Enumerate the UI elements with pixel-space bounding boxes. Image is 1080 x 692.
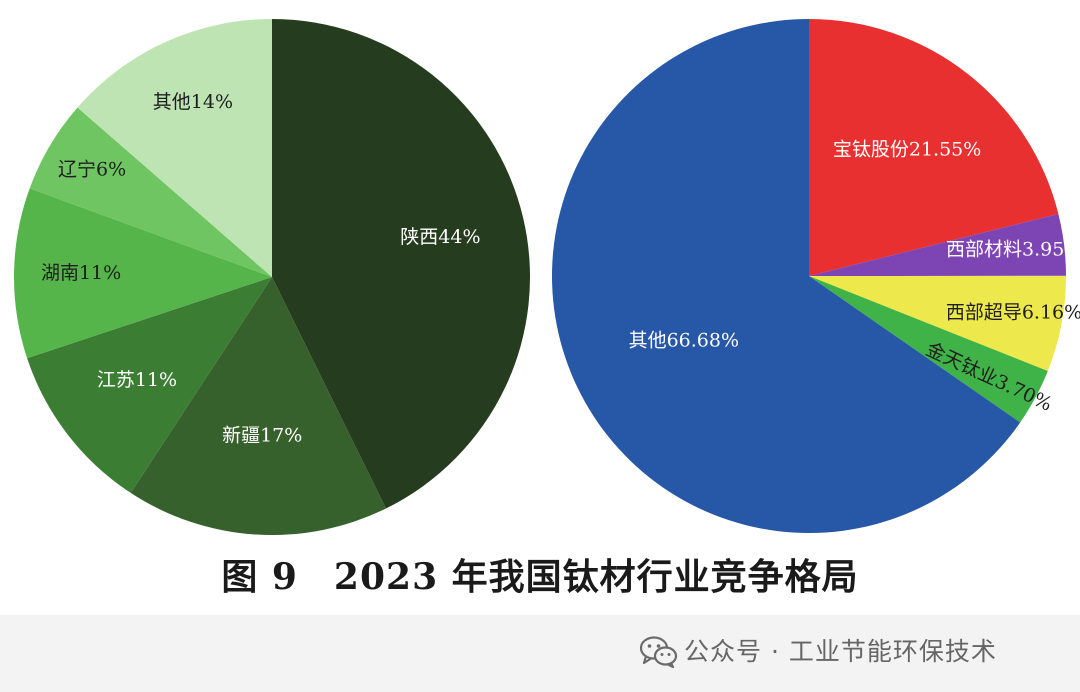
slice-label: 西部超导6.16% — [946, 302, 1080, 324]
pie-slice — [809, 276, 1048, 423]
slice-label: 湖南11% — [41, 262, 121, 284]
slice-label: 新疆17% — [222, 425, 302, 447]
pie-slice — [272, 19, 531, 509]
pie-slice — [27, 277, 273, 493]
slice-label: 其他14% — [153, 91, 233, 113]
pie-slice — [29, 107, 273, 277]
slice-label: 辽宁6% — [58, 159, 126, 181]
slice-label: 西部材料3.95% — [946, 238, 1080, 260]
pie-slice — [809, 275, 1066, 372]
slice-label: 其他66.68% — [629, 330, 739, 352]
pie-slice — [809, 213, 1066, 276]
footer-account-name: 公众号 · 工业节能环保技术 — [684, 637, 997, 666]
pie-chart-company-share: 宝钛股份21.55%西部材料3.95%西部超导6.16%金天钛业3.70%其他6… — [551, 19, 1080, 533]
slice-label: 江苏11% — [97, 369, 177, 391]
pie-slice — [77, 19, 273, 277]
pie-charts: 陕西44% 新疆17% 江苏11% 湖南11% 辽宁6% 其他14% 宝钛股份21.55%… — [14, 19, 1080, 536]
pie-slice — [130, 277, 386, 536]
pie-slice — [551, 19, 1021, 533]
slice-label: 陕西44% — [400, 226, 480, 248]
slice-label: 宝钛股份21.55% — [833, 139, 981, 161]
pie-slice — [809, 19, 1059, 276]
wechat-icon — [640, 636, 678, 668]
footer-bar — [0, 615, 1080, 692]
pie-slice — [14, 188, 272, 359]
pie-chart-region-distribution: 陕西44% 新疆17% 江苏11% 湖南11% 辽宁6% 其他14% — [14, 19, 531, 536]
figure-caption: 图 9 2023 年我国钛材行业竞争格局 — [0, 548, 1080, 600]
figure-title: 2023 年我国钛材行业竞争格局 — [333, 556, 859, 598]
figure: 陕西44% 新疆17% 江苏11% 湖南11% 辽宁6% 其他14% 宝钛股份21.55%… — [0, 19, 1080, 600]
figure-number: 图 9 — [221, 556, 298, 598]
